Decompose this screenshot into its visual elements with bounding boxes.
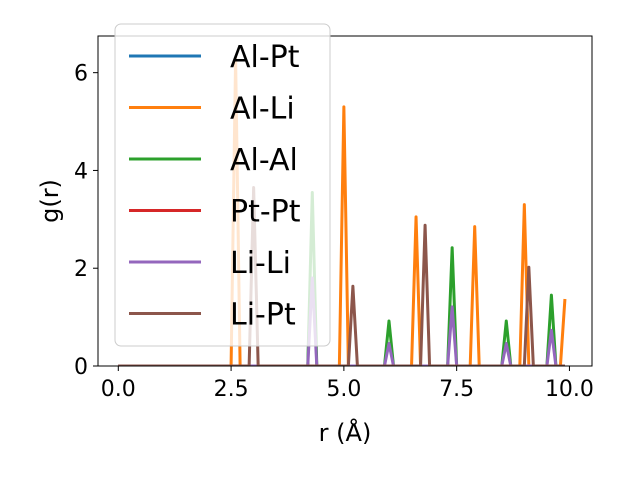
legend-label-pt-pt: Pt-Pt bbox=[230, 195, 301, 230]
x-tick-label: 5.0 bbox=[326, 377, 361, 402]
y-axis-label: g(r) bbox=[36, 179, 64, 223]
x-tick-label: 0.0 bbox=[101, 377, 136, 402]
y-tick-label: 2 bbox=[74, 257, 88, 282]
y-tick-label: 4 bbox=[74, 159, 88, 184]
legend-label-li-li: Li-Li bbox=[230, 246, 291, 281]
legend-label-li-pt: Li-Pt bbox=[230, 298, 296, 333]
legend-box bbox=[114, 23, 331, 347]
legend-label-al-pt: Al-Pt bbox=[230, 40, 300, 75]
plot-frame bbox=[97, 35, 593, 367]
x-tick-label: 2.5 bbox=[214, 377, 249, 402]
y-tick-label: 6 bbox=[74, 62, 88, 87]
y-tick-label: 0 bbox=[74, 355, 88, 380]
x-tick-label: 7.5 bbox=[439, 377, 474, 402]
x-axis-label: r (Å) bbox=[319, 418, 372, 447]
legend-label-al-li: Al-Li bbox=[230, 92, 295, 127]
legend-label-al-al: Al-Al bbox=[230, 143, 298, 178]
ticks-layer: 0.0 2.5 5.0 7.5 10.0 0 2 4 6 bbox=[74, 62, 594, 402]
legend: Al-Pt Al-Li Al-Al Pt-Pt Li-Li Li-Pt bbox=[114, 23, 331, 347]
x-tick-label: 10.0 bbox=[545, 377, 594, 402]
